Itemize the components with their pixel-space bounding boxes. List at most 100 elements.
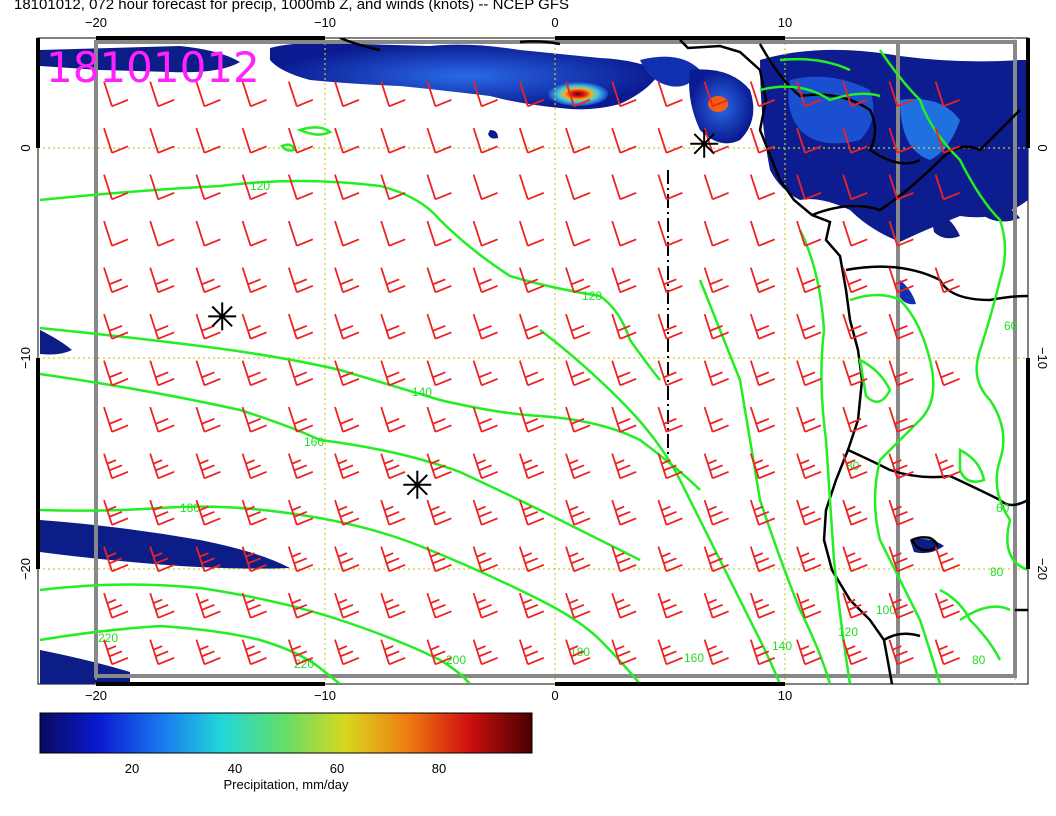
- wind-barb: [565, 313, 591, 340]
- wind-barb: [426, 81, 452, 108]
- wind-barb: [888, 174, 914, 201]
- wind-barb: [334, 546, 360, 573]
- contour-label: 60: [1004, 319, 1018, 333]
- lon-tick-top: 0: [551, 15, 558, 30]
- wind-barb: [195, 406, 221, 433]
- date-stamp: 18101012: [46, 43, 260, 92]
- wind-barb: [657, 127, 683, 154]
- contour-label: 160: [304, 435, 324, 449]
- wind-barb: [518, 313, 545, 340]
- wind-barb: [380, 220, 406, 247]
- wind-barb: [241, 639, 267, 666]
- wind-barb: [749, 406, 776, 433]
- wind-barb: [934, 546, 960, 573]
- wind-barb: [241, 453, 267, 480]
- wind-barb: [149, 267, 175, 294]
- wind-barb: [796, 220, 822, 247]
- asterisk-marker: [690, 129, 719, 158]
- lat-tick-left: −20: [18, 558, 33, 580]
- wind-barb: [287, 499, 314, 526]
- contour-label: 140: [772, 639, 792, 653]
- wind-barb: [842, 453, 868, 480]
- wind-barb: [426, 499, 452, 526]
- wind-barb: [888, 81, 914, 108]
- wind-barb: [334, 81, 360, 108]
- wind-barb: [472, 220, 498, 247]
- lon-tick-top: −20: [85, 15, 107, 30]
- wind-barb: [657, 81, 683, 108]
- contour-label: 200: [446, 653, 466, 667]
- wind-barb: [287, 360, 314, 387]
- wind-barb: [103, 592, 129, 619]
- markers: [208, 129, 719, 499]
- wind-barb: [842, 360, 868, 387]
- wind-barb: [518, 406, 545, 433]
- wind-barb: [565, 174, 591, 201]
- wind-barb: [426, 360, 452, 387]
- wind-barb: [749, 360, 776, 387]
- wind-barb: [796, 406, 822, 433]
- wind-barb: [334, 267, 360, 294]
- wind-barb: [472, 127, 498, 154]
- wind-barb: [287, 406, 314, 433]
- wind-barb: [241, 220, 267, 247]
- wind-barb: [241, 313, 267, 340]
- wind-barb: [565, 220, 591, 247]
- contour-label: 120: [838, 625, 858, 639]
- wind-barb: [842, 406, 868, 433]
- wind-barb: [195, 81, 221, 108]
- wind-barb: [287, 453, 314, 480]
- contour-label: 220: [98, 631, 118, 645]
- wind-barb: [565, 499, 591, 526]
- wind-barb: [195, 546, 221, 573]
- wind-barb: [518, 174, 545, 201]
- wind-barb: [334, 220, 360, 247]
- wind-barb: [103, 81, 129, 108]
- wind-barb: [703, 313, 729, 340]
- wind-barb: [195, 639, 221, 666]
- wind-barb: [426, 639, 452, 666]
- wind-barb: [796, 453, 822, 480]
- wind-barb: [842, 313, 868, 340]
- contour-label: 140: [412, 385, 432, 399]
- wind-barb: [703, 267, 729, 294]
- wind-barb: [149, 592, 175, 619]
- wind-barb: [565, 592, 591, 619]
- wind-barb: [149, 174, 175, 201]
- contour-label: 60: [996, 501, 1010, 515]
- wind-barb: [103, 220, 129, 247]
- wind-barb: [611, 453, 637, 480]
- wind-barb: [287, 220, 314, 247]
- wind-barb: [149, 220, 175, 247]
- wind-barb: [195, 499, 221, 526]
- wind-barb: [934, 360, 960, 387]
- wind-barb: [796, 499, 822, 526]
- wind-barb: [426, 592, 452, 619]
- wind-barb: [749, 546, 776, 573]
- wind-barb: [472, 267, 498, 294]
- map-title: 18101012, 072 hour forecast for precip, …: [14, 0, 569, 13]
- wind-barb: [195, 313, 221, 340]
- wind-barb: [796, 546, 822, 573]
- wind-barb: [287, 592, 314, 619]
- contour-label: 220: [294, 657, 314, 671]
- asterisk-marker: [208, 302, 237, 331]
- wind-barb: [472, 360, 498, 387]
- wind-barb: [149, 453, 175, 480]
- wind-barb: [518, 127, 545, 154]
- wind-barb: [195, 267, 221, 294]
- wind-barb: [241, 267, 267, 294]
- wind-barb: [934, 174, 960, 201]
- wind-barb: [565, 406, 591, 433]
- wind-barb: [796, 267, 822, 294]
- wind-barb: [703, 453, 729, 480]
- wind-barb: [703, 592, 729, 619]
- wind-barb: [888, 360, 914, 387]
- wind-barb: [888, 220, 914, 247]
- wind-barb: [934, 453, 960, 480]
- wind-barb: [472, 81, 498, 108]
- wind-barb: [334, 174, 360, 201]
- wind-barb: [518, 81, 545, 108]
- wind-barb: [657, 499, 683, 526]
- wind-barb: [287, 546, 314, 573]
